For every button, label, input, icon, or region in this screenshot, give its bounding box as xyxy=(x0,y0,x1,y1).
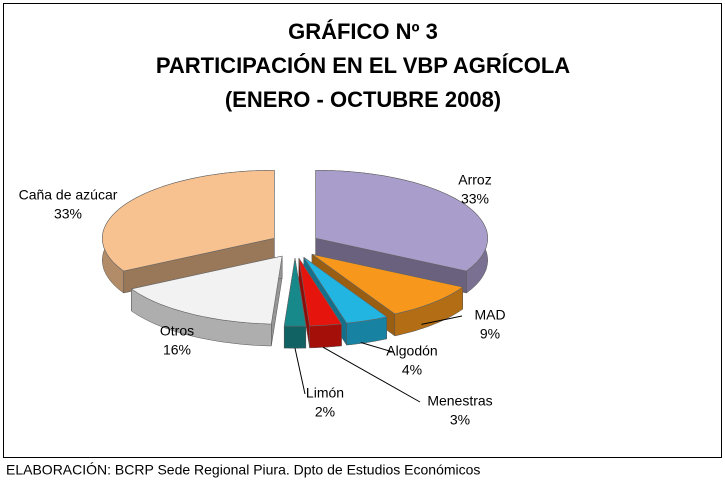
data-label-value: 33% xyxy=(461,191,489,207)
chart-title: PARTICIPACIÓN EN EL VBP AGRÍCOLA xyxy=(156,53,570,78)
slice xyxy=(101,170,275,272)
data-label-value: 3% xyxy=(450,412,470,428)
data-label-name: Otros xyxy=(160,323,194,339)
slice-side xyxy=(283,325,307,349)
data-label-value: 9% xyxy=(480,326,500,342)
chart-title: (ENERO - OCTUBRE 2008) xyxy=(225,87,501,112)
data-label-name: Caña de azúcar xyxy=(19,187,118,203)
data-label-value: 4% xyxy=(402,362,422,378)
leader-line xyxy=(360,342,394,353)
data-label-name: Algodón xyxy=(386,343,437,359)
data-label-value: 2% xyxy=(315,404,335,420)
slice xyxy=(315,170,489,272)
data-label-name: Menestras xyxy=(427,393,492,409)
leader-line xyxy=(294,348,306,395)
data-label-value: 33% xyxy=(54,206,82,222)
leader-line xyxy=(322,346,421,403)
data-label-name: Arroz xyxy=(458,172,491,188)
slice xyxy=(311,254,464,315)
leader-line xyxy=(421,315,463,325)
slice xyxy=(303,257,388,324)
chart-title: GRÁFICO Nº 3 xyxy=(288,19,438,44)
data-label-name: MAD xyxy=(474,307,505,323)
slice xyxy=(283,258,307,327)
slice xyxy=(130,255,283,325)
slice-side xyxy=(309,323,342,349)
source-note: ELABORACIÓN: BCRP Sede Regional Piura. D… xyxy=(6,462,480,478)
data-label-value: 16% xyxy=(163,342,191,358)
slice xyxy=(298,257,343,327)
data-label-name: Limón xyxy=(306,385,344,401)
